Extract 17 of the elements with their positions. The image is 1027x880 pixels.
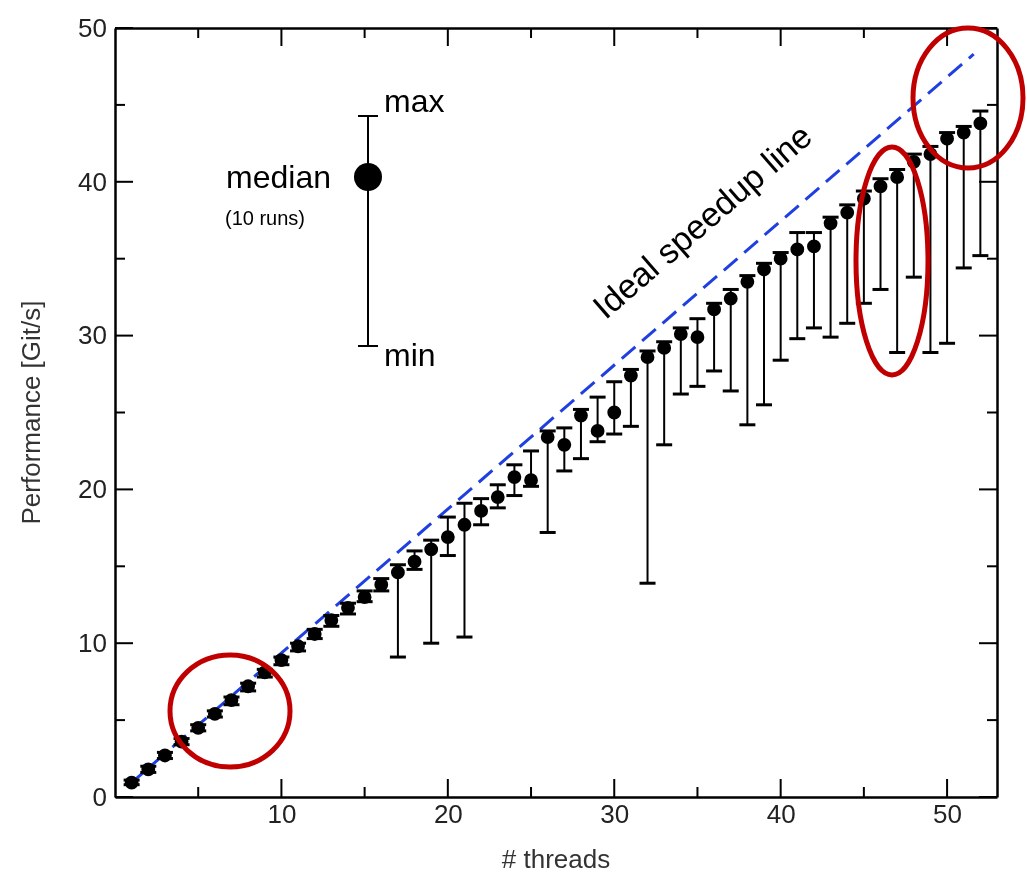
x-tick-label: 10 [267, 799, 297, 830]
x-axis-title: # threads [501, 844, 611, 874]
y-tick-label: 40 [78, 166, 107, 197]
annotation: max [384, 83, 445, 119]
y-tick-label: 30 [78, 320, 107, 351]
y-axis-title: Performance [Git/s] [16, 300, 46, 525]
annotation: median [226, 159, 331, 195]
x-tick-label: 30 [600, 799, 630, 830]
y-tick-label: 0 [92, 781, 107, 812]
annotation: min [384, 337, 436, 373]
annotation: (10 runs) [224, 207, 305, 229]
y-tick-label: 20 [78, 474, 107, 505]
x-tick-label: 40 [766, 799, 796, 830]
y-tick-label: 10 [78, 628, 107, 659]
x-tick-label: 50 [933, 799, 963, 830]
y-tick-label: 50 [78, 12, 107, 43]
x-tick-label: 20 [433, 799, 463, 830]
